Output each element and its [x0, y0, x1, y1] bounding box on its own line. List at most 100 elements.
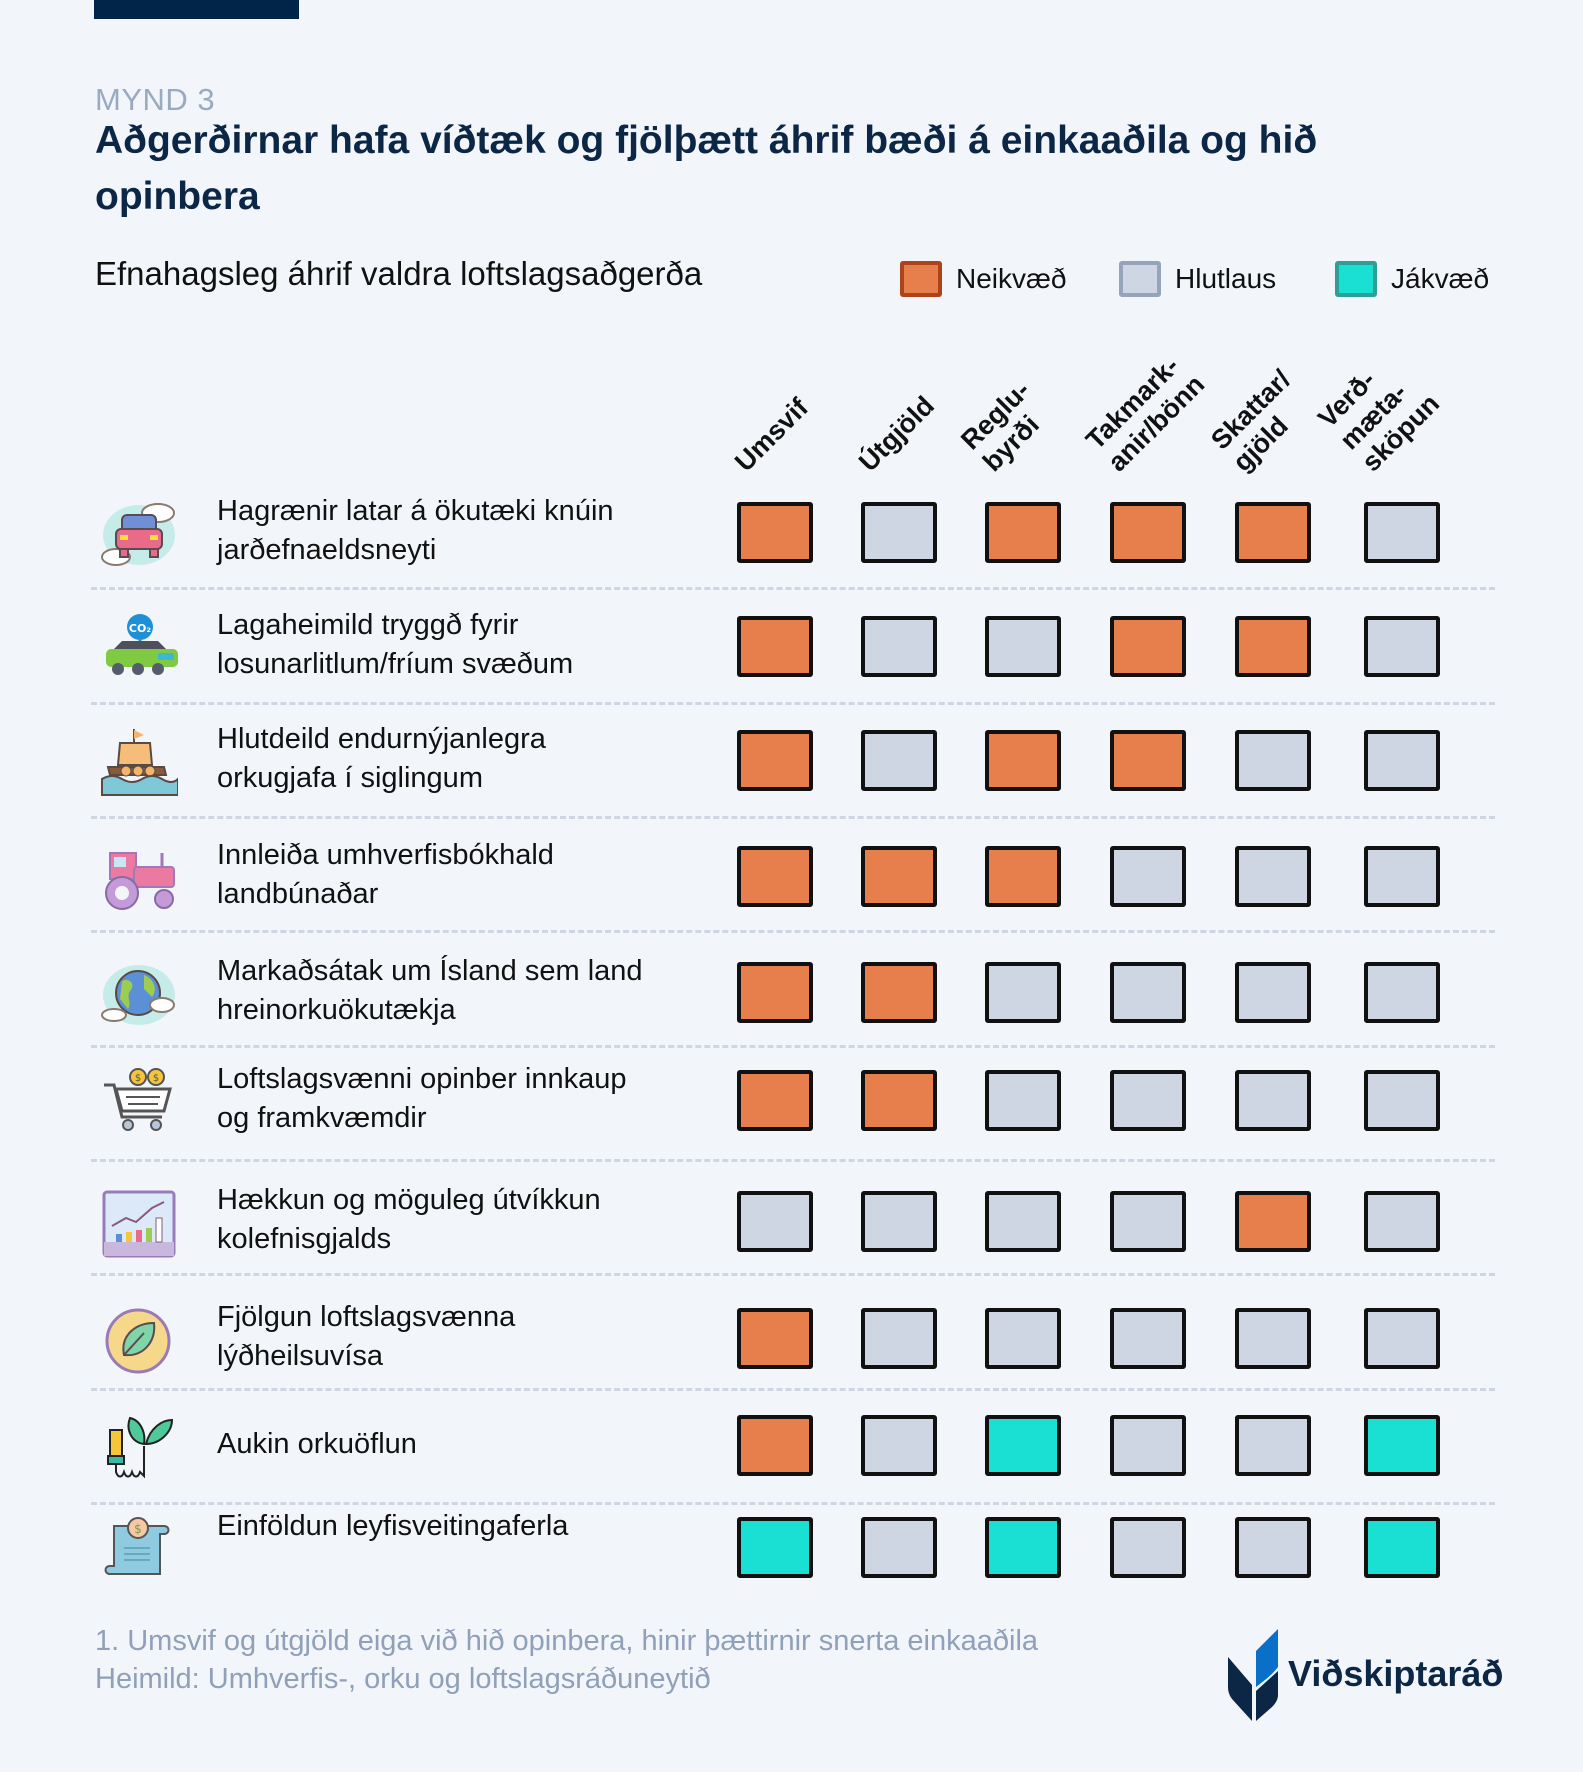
cell-neu-skattar [1235, 1415, 1311, 1476]
row-label: Loftslagsvænni opinber innkaup og framkv… [217, 1063, 627, 1134]
row-label: Markaðsátak um Ísland sem land hreinorku… [217, 955, 643, 1026]
footnote-note: 1. Umsvif og útgjöld eiga við hið opinbe… [95, 1625, 1039, 1657]
cell-pos-umsvif [737, 1517, 813, 1578]
cell-neu-reglubyrdi [985, 1070, 1061, 1131]
column-header-verdmaetaskopun: Verð- mæta- sköpun [1312, 364, 1446, 478]
row-label: Innleiða umhverfisbókhald landbúnaðar [217, 839, 554, 910]
cell-neu-verdmaetaskopun [1364, 1070, 1440, 1131]
leaf-logo-icon [1228, 1629, 1278, 1721]
document-dollar-icon: $ [100, 1514, 178, 1584]
legend-label-positive: Jákvæð [1391, 263, 1490, 294]
cell-neu-verdmaetaskopun [1364, 502, 1440, 563]
row-divider [91, 1388, 1495, 1391]
row-label: Lagaheimild tryggð fyrir losunarlitlum/f… [217, 609, 574, 680]
cell-neg-reglubyrdi [985, 846, 1061, 907]
cell-neg-umsvif [737, 962, 813, 1023]
cell-neu-skattar [1235, 730, 1311, 791]
row-divider [91, 816, 1495, 819]
cell-neg-takmarkanir [1110, 616, 1186, 677]
cell-neu-reglubyrdi [985, 616, 1061, 677]
cell-pos-verdmaetaskopun [1364, 1415, 1440, 1476]
cell-neu-takmarkanir [1110, 1308, 1186, 1369]
cell-neu-utgjold [861, 1517, 937, 1578]
row-label: Hagrænir latar á ökutæki knúin jarðefnae… [217, 495, 614, 566]
figure-label: MYND 3 [95, 82, 216, 117]
cell-neu-takmarkanir [1110, 1517, 1186, 1578]
cell-neu-reglubyrdi [985, 962, 1061, 1023]
column-header-takmarkanir: Takmark- anir/bönn [1080, 350, 1211, 478]
cell-neu-utgjold [861, 1191, 937, 1252]
column-header-utgjold: Útgjöld [853, 390, 941, 478]
cell-neu-utgjold [861, 616, 937, 677]
cell-neg-umsvif [737, 1308, 813, 1369]
cell-neg-utgjold [861, 962, 937, 1023]
svg-text:$: $ [135, 1073, 141, 1084]
column-header-reglubyrdi: Reglu- byrði [955, 374, 1045, 478]
cell-neu-skattar [1235, 1308, 1311, 1369]
shopping-cart-icon: $ $ [100, 1067, 178, 1137]
cell-neu-reglubyrdi [985, 1308, 1061, 1369]
row-divider [91, 930, 1495, 933]
cell-neu-umsvif [737, 1191, 813, 1252]
leaf-badge-icon [100, 1305, 178, 1375]
cell-neg-skattar [1235, 502, 1311, 563]
cell-neg-skattar [1235, 1191, 1311, 1252]
cell-neg-takmarkanir [1110, 730, 1186, 791]
row-divider [91, 1502, 1495, 1505]
cell-neu-verdmaetaskopun [1364, 1308, 1440, 1369]
cell-neu-takmarkanir [1110, 1415, 1186, 1476]
cell-neu-takmarkanir [1110, 1070, 1186, 1131]
cell-neu-takmarkanir [1110, 1191, 1186, 1252]
cell-neu-skattar [1235, 1070, 1311, 1131]
column-header-umsvif: Umsvif [729, 392, 814, 478]
cell-neg-utgjold [861, 1070, 937, 1131]
cell-neu-reglubyrdi [985, 1191, 1061, 1252]
legend-swatch-neutral [1119, 261, 1161, 297]
cell-pos-verdmaetaskopun [1364, 1517, 1440, 1578]
car-clouds-icon [100, 499, 178, 569]
cell-neu-takmarkanir [1110, 846, 1186, 907]
bulb-plant-icon [100, 1412, 178, 1482]
row-divider [91, 587, 1495, 590]
row-label: Hækkun og möguleg útvíkkun kolefnisgjald… [217, 1184, 601, 1255]
row-divider [91, 702, 1495, 705]
cell-neu-utgjold [861, 1308, 937, 1369]
globe-icon [100, 959, 178, 1029]
legend-item-neutral: Hlutlaus [1119, 258, 1276, 300]
cell-neg-umsvif [737, 1415, 813, 1476]
cell-neu-verdmaetaskopun [1364, 1191, 1440, 1252]
growth-chart-icon [100, 1188, 178, 1258]
footnote-source: Heimild: Umhverfis-, orku og loftslagsrá… [95, 1663, 711, 1695]
cell-neu-utgjold [861, 502, 937, 563]
cell-neg-umsvif [737, 1070, 813, 1131]
row-label: Hlutdeild endurnýjanlegra orkugjafa í si… [217, 723, 546, 794]
cell-neu-takmarkanir [1110, 962, 1186, 1023]
cell-neu-verdmaetaskopun [1364, 730, 1440, 791]
legend-label-neutral: Hlutlaus [1175, 263, 1277, 294]
logo-text: Viðskiptaráð [1288, 1653, 1504, 1694]
footnote: 1. Umsvif og útgjöld eiga við hið opinbe… [95, 1622, 1038, 1698]
row-label: Aukin orkuöflun [217, 1428, 417, 1460]
legend-item-negative: Neikvæð [900, 258, 1066, 300]
cell-neg-takmarkanir [1110, 502, 1186, 563]
legend-swatch-positive [1335, 261, 1377, 297]
top-accent-bar [94, 0, 299, 19]
cell-neu-verdmaetaskopun [1364, 616, 1440, 677]
cell-neg-skattar [1235, 616, 1311, 677]
row-label: Fjölgun loftslagsvænna lýðheilsuvísa [217, 1301, 516, 1372]
legend-swatch-negative [900, 261, 942, 297]
svg-text:$: $ [153, 1073, 159, 1084]
cell-neg-umsvif [737, 616, 813, 677]
row-divider [91, 1273, 1495, 1276]
svg-text:CO₂: CO₂ [129, 622, 151, 635]
cell-neu-skattar [1235, 962, 1311, 1023]
cell-neg-umsvif [737, 846, 813, 907]
cell-neu-verdmaetaskopun [1364, 962, 1440, 1023]
brand-logo: Viðskiptaráð [1228, 1629, 1508, 1721]
cell-neg-utgjold [861, 846, 937, 907]
cell-pos-reglubyrdi [985, 1517, 1061, 1578]
viking-ship-icon [100, 727, 179, 797]
row-label: Einföldun leyfisveitingaferla [217, 1510, 569, 1542]
tractor-icon [100, 843, 178, 913]
chart-subtitle: Efnahagsleg áhrif valdra loftslagsaðgerð… [95, 255, 703, 292]
